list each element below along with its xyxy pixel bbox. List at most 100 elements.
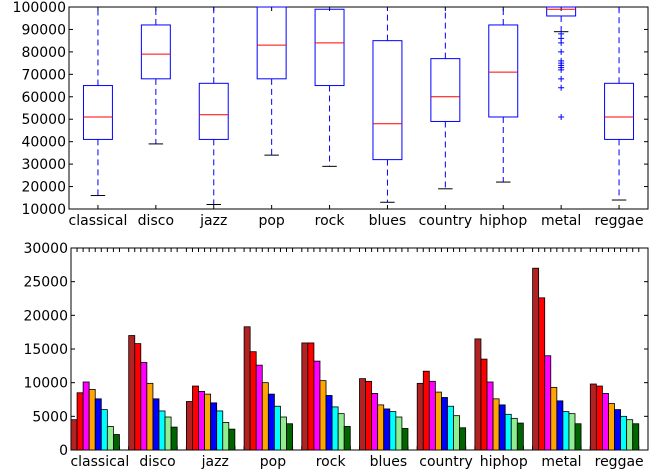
bar-blues-5 [383, 408, 391, 451]
bar-blues-1 [359, 378, 366, 451]
iqr-box [314, 8, 345, 87]
iqr-box [488, 24, 519, 118]
bar-disco-8 [170, 426, 178, 451]
y-tick-label: 25000 [23, 275, 68, 291]
bar-pop-8 [286, 423, 293, 451]
box-hiphop [488, 6, 519, 183]
bar-jazz-7 [222, 421, 230, 451]
plot-frame [68, 6, 649, 210]
y-tick-label: 30000 [21, 157, 66, 173]
bar-rock-2 [307, 342, 315, 451]
iqr-box [372, 40, 403, 161]
box-country [430, 6, 461, 190]
bar-disco-2 [134, 343, 142, 451]
bar-metal-7 [568, 413, 576, 451]
iqr-box [198, 82, 229, 140]
y-tick-label: 20000 [21, 180, 66, 196]
bar-pop-2 [249, 351, 257, 451]
bar-blues-6 [389, 411, 397, 451]
bar-rock-8 [343, 426, 351, 451]
bar-blues-8 [401, 428, 409, 451]
x-tick-label: pop [260, 454, 286, 469]
x-tick-label: reggae [595, 454, 644, 469]
y-tick-label: 10000 [21, 202, 66, 218]
x-tick-label: blues [370, 454, 408, 469]
bar-reggae-5 [614, 409, 621, 451]
bar-metal-8 [574, 423, 582, 451]
x-tick-label: disco [138, 213, 174, 229]
bar-reggae-8 [632, 423, 640, 451]
outlier-point [558, 66, 565, 73]
bar-blues-2 [365, 380, 373, 451]
bar-rock-4 [319, 380, 327, 451]
bar-country-1 [416, 382, 424, 451]
x-tick-label: classical [70, 454, 129, 469]
iqr-box [140, 24, 171, 80]
bar-rock-3 [313, 360, 321, 451]
bar-blues-4 [377, 404, 385, 451]
bar-jazz-1 [185, 401, 193, 451]
box-jazz [198, 6, 229, 206]
bar-country-5 [441, 397, 448, 451]
bar-jazz-2 [192, 385, 199, 451]
bar-classical-7 [106, 426, 114, 451]
bar-classical-5 [94, 398, 102, 451]
bar-reggae-6 [620, 415, 628, 451]
bar-hiphop-6 [504, 413, 512, 451]
bar-classical-1 [70, 419, 78, 451]
bar-reggae-2 [595, 385, 603, 451]
bar-reggae-7 [626, 419, 634, 451]
x-tick-label: country [419, 454, 473, 469]
bar-hiphop-4 [492, 398, 500, 451]
y-tick-label: 60000 [21, 90, 66, 106]
box-blues [372, 6, 403, 203]
bar-classical-2 [76, 392, 84, 451]
y-tick-label: 30000 [23, 241, 68, 257]
grouped-bar-chart: 0 5000 10000 15000 20000 25000 30000 classical d… [23, 241, 649, 469]
bar-hiphop-7 [510, 417, 518, 451]
x-tick-label: pop [258, 213, 284, 229]
y-tick-label: 80000 [21, 45, 66, 61]
outlier-point [558, 39, 565, 46]
iqr-box [546, 6, 577, 17]
bar-metal-5 [556, 400, 564, 451]
bar-pop-7 [280, 416, 287, 451]
bar-pop-1 [243, 326, 251, 451]
x-tick-label: blues [369, 213, 407, 229]
bar-jazz-6 [216, 410, 224, 451]
x-tick-label: hiphop [479, 213, 527, 229]
bar-pop-6 [273, 405, 281, 451]
x-tick-label: classical [69, 213, 128, 229]
x-tick-label: reggae [595, 213, 644, 229]
bar-rock-7 [337, 413, 345, 451]
bar-country-3 [428, 380, 436, 451]
iqr-box [256, 6, 287, 80]
bar-country-2 [422, 370, 430, 451]
bar-rock-6 [331, 406, 339, 451]
bar-country-8 [459, 427, 467, 451]
bar-metal-1 [532, 267, 540, 451]
y-tick-label: 90000 [21, 22, 66, 38]
x-tick-label: jazz [201, 454, 229, 469]
y-tick-label: 40000 [21, 135, 66, 151]
y-tick-label: 15000 [23, 342, 68, 358]
bar-hiphop-2 [480, 358, 488, 451]
bar-jazz-4 [204, 393, 212, 451]
y-tick-label: 5000 [32, 409, 68, 425]
bar-classical-8 [113, 434, 120, 451]
outlier-point [558, 48, 565, 55]
bar-jazz-8 [228, 428, 236, 451]
bar-hiphop-5 [498, 404, 506, 451]
x-tick-label: metal [541, 454, 581, 469]
bar-jazz-5 [210, 402, 218, 451]
iqr-box [604, 82, 635, 140]
outlier-point [558, 113, 565, 120]
x-tick-label: country [419, 213, 473, 229]
bar-hiphop-3 [486, 381, 494, 451]
bar-pop-4 [261, 382, 269, 451]
x-tick-label: rock [316, 454, 347, 469]
bar-country-4 [434, 391, 442, 451]
bar-jazz-3 [198, 391, 205, 451]
y-tick-label: 100000 [13, 0, 66, 16]
